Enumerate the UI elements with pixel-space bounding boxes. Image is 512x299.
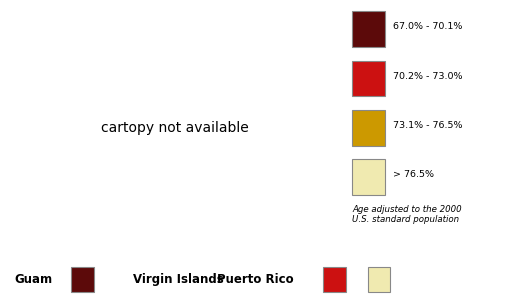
Text: Puerto Rico: Puerto Rico	[218, 273, 294, 286]
Text: Age adjusted to the 2000
U.S. standard population: Age adjusted to the 2000 U.S. standard p…	[352, 205, 462, 224]
Text: 70.2% - 73.0%: 70.2% - 73.0%	[393, 72, 462, 81]
Bar	[352, 60, 385, 96]
Text: 73.1% - 76.5%: 73.1% - 76.5%	[393, 121, 462, 130]
Bar	[324, 267, 346, 292]
Text: Guam: Guam	[14, 273, 52, 286]
Bar	[352, 110, 385, 146]
Text: Virgin Islands: Virgin Islands	[133, 273, 224, 286]
Text: > 76.5%: > 76.5%	[393, 170, 434, 179]
Text: 67.0% - 70.1%: 67.0% - 70.1%	[393, 22, 462, 31]
Bar	[71, 267, 94, 292]
Bar	[352, 11, 385, 47]
Text: cartopy not available: cartopy not available	[101, 120, 249, 135]
Bar	[352, 159, 385, 195]
Bar	[368, 267, 390, 292]
